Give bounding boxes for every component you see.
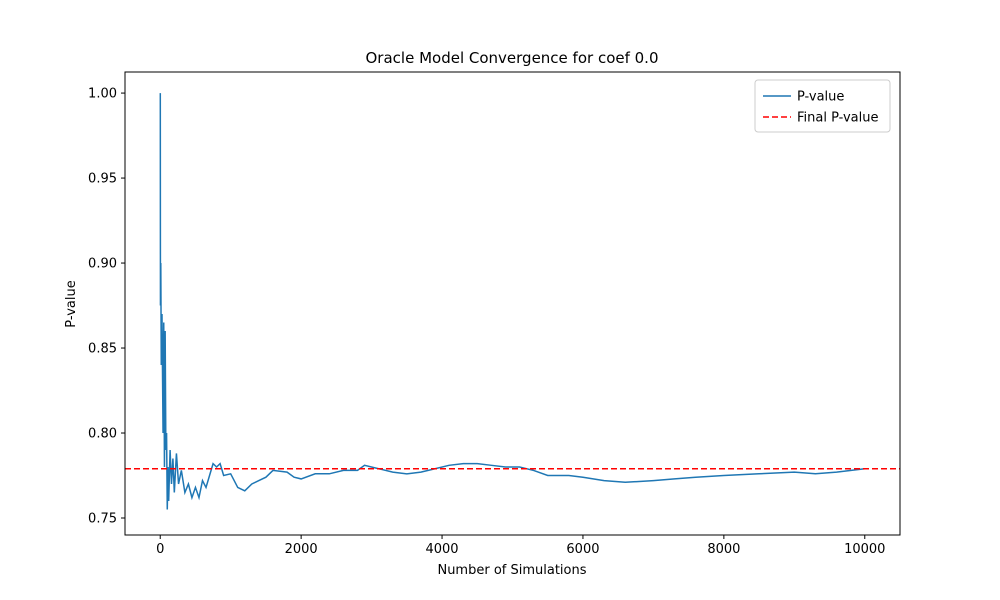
chart-title: Oracle Model Convergence for coef 0.0 <box>366 49 659 67</box>
y-tick-label: 0.95 <box>88 172 117 187</box>
legend-label: Final P-value <box>797 111 879 126</box>
x-tick-label: 0 <box>156 542 164 557</box>
y-axis-label: P-value <box>64 280 79 327</box>
data-line <box>159 93 865 510</box>
x-tick-label: 6000 <box>566 542 599 557</box>
legend-label: P-value <box>797 90 844 105</box>
x-tick-label: 10000 <box>844 542 885 557</box>
x-axis-label: Number of Simulations <box>437 563 586 578</box>
plot-frame <box>124 71 901 536</box>
y-tick-label: 0.90 <box>88 257 117 272</box>
x-tick-label: 8000 <box>707 542 740 557</box>
legend-box <box>754 79 891 133</box>
y-tick-label: 1.00 <box>88 87 117 102</box>
y-tick-label: 0.75 <box>88 512 117 527</box>
x-tick-label: 2000 <box>285 542 318 557</box>
y-tick-label: 0.80 <box>88 427 117 442</box>
y-tick-label: 0.85 <box>88 342 117 357</box>
x-tick-label: 4000 <box>425 542 458 557</box>
